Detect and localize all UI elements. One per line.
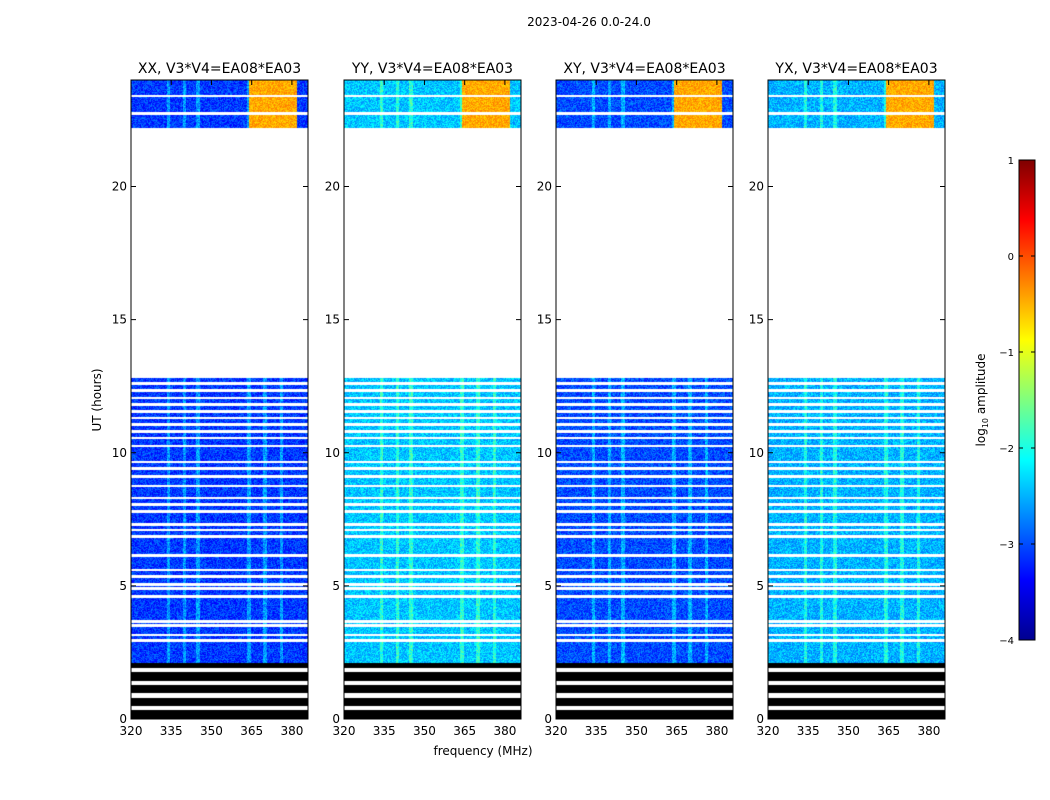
x-tick-label: 320	[545, 724, 568, 738]
x-tick-label: 365	[453, 724, 476, 738]
x-tick-label: 380	[705, 724, 728, 738]
colorbar-tick-label: −4	[999, 636, 1014, 647]
y-tick-label: 20	[325, 180, 340, 194]
x-tick-label: 350	[625, 724, 648, 738]
x-tick-label: 320	[333, 724, 356, 738]
panel-title: YY, V3*V4=EA08*EA03	[351, 61, 513, 77]
panel-3: YX, V3*V4=EA08*EA03 320 335 350 365 380 0 5 10 15…	[749, 61, 946, 738]
colorbar-tick-label: −1	[999, 348, 1014, 359]
panel-0: XX, V3*V4=EA08*EA03 320 335 350 365 380 0 5 10 15…	[112, 61, 309, 738]
y-tick-label: 5	[332, 579, 340, 593]
panel-title: XY, V3*V4=EA08*EA03	[563, 61, 725, 77]
y-tick-label: 20	[537, 180, 552, 194]
x-tick-label: 350	[413, 724, 436, 738]
colorbar: 1 0 −1 −2 −3 −4 log10 amplitude	[974, 156, 1036, 647]
y-tick-label: 5	[756, 579, 764, 593]
x-axis-label: frequency (MHz)	[433, 744, 532, 758]
x-tick-label: 335	[373, 724, 396, 738]
x-tick-label: 380	[280, 724, 303, 738]
panel-title: XX, V3*V4=EA08*EA03	[138, 61, 301, 77]
y-tick-label: 10	[325, 446, 340, 460]
panel-1: YY, V3*V4=EA08*EA03 320 335 350 365 380 0 5 10 15…	[325, 61, 522, 738]
x-tick-label: 320	[120, 724, 143, 738]
y-tick-label: 15	[749, 313, 764, 327]
y-tick-label: 10	[749, 446, 764, 460]
y-tick-label: 10	[537, 446, 552, 460]
heatmap-image	[768, 80, 945, 719]
y-tick-label: 5	[119, 579, 127, 593]
suptitle: 2023-04-26 0.0-24.0	[527, 15, 651, 29]
y-tick-label: 20	[112, 180, 127, 194]
colorbar-label: log10 amplitude	[974, 354, 990, 447]
y-tick-label: 15	[325, 313, 340, 327]
heatmap-image	[556, 80, 733, 719]
colorbar-tick-label: −2	[999, 444, 1014, 455]
x-tick-label: 335	[585, 724, 608, 738]
y-axis-label: UT (hours)	[90, 368, 104, 431]
y-tick-label: 0	[544, 712, 552, 726]
colorbar-tick-label: 0	[1008, 252, 1014, 263]
colorbar-tick-label: −3	[999, 540, 1014, 551]
y-tick-label: 15	[112, 313, 127, 327]
y-tick-label: 0	[332, 712, 340, 726]
panel-frame	[555, 79, 734, 720]
heatmap-image	[131, 80, 308, 719]
colorbar-gradient	[1018, 159, 1036, 641]
colorbar-tick-label: 1	[1008, 156, 1014, 167]
panel-2: XY, V3*V4=EA08*EA03 320 335 350 365 380 0 5 10 15…	[537, 61, 734, 738]
x-tick-label: 335	[797, 724, 820, 738]
panel-frame	[130, 79, 309, 720]
x-tick-label: 335	[160, 724, 183, 738]
y-tick-label: 10	[112, 446, 127, 460]
x-tick-label: 365	[240, 724, 263, 738]
y-tick-label: 15	[537, 313, 552, 327]
x-tick-label: 350	[200, 724, 223, 738]
x-tick-label: 350	[837, 724, 860, 738]
x-tick-label: 320	[757, 724, 780, 738]
y-tick-label: 20	[749, 180, 764, 194]
heatmap-image	[344, 80, 521, 719]
x-tick-label: 365	[877, 724, 900, 738]
y-tick-label: 0	[756, 712, 764, 726]
x-tick-label: 380	[493, 724, 516, 738]
panel-frame	[343, 79, 522, 720]
panel-title: YX, V3*V4=EA08*EA03	[774, 61, 937, 77]
y-tick-label: 5	[544, 579, 552, 593]
x-tick-label: 365	[665, 724, 688, 738]
y-tick-label: 0	[119, 712, 127, 726]
panel-frame	[767, 79, 946, 720]
x-tick-label: 380	[917, 724, 940, 738]
